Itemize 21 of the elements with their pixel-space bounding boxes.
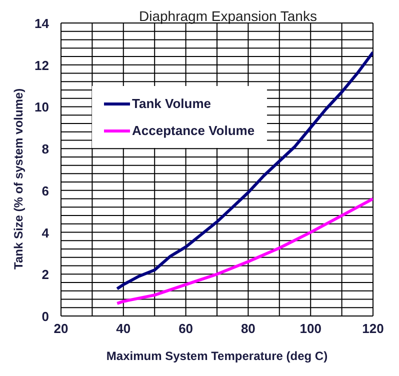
x-tick-label: 20 <box>54 321 68 336</box>
legend-label: Acceptance Volume <box>132 123 255 138</box>
y-tick-label: 10 <box>34 100 49 115</box>
line-series <box>116 197 373 305</box>
x-tick-label: 80 <box>240 321 256 336</box>
x-axis-title: Maximum System Temperature (deg C) <box>106 349 328 363</box>
y-tick-label: 6 <box>42 183 49 198</box>
legend-label: Tank Volume <box>132 96 211 111</box>
y-tick-label: 2 <box>42 267 49 282</box>
line-series <box>116 50 373 290</box>
y-tick-label: 4 <box>42 225 50 240</box>
x-tick-label: 60 <box>178 321 194 336</box>
y-tick-label: 0 <box>42 309 49 324</box>
y-tick-label: 14 <box>34 16 50 31</box>
x-tick-label: 100 <box>300 321 322 336</box>
y-axis-title: Tank Size (% of system volume) <box>11 88 26 270</box>
chart-title: Diaphragm Expansion Tanks <box>138 8 318 24</box>
y-tick-label: 12 <box>34 58 49 73</box>
x-tick-label: 120 <box>362 321 384 336</box>
y-tick-label: 8 <box>42 142 49 157</box>
x-tick-label: 40 <box>116 321 131 336</box>
